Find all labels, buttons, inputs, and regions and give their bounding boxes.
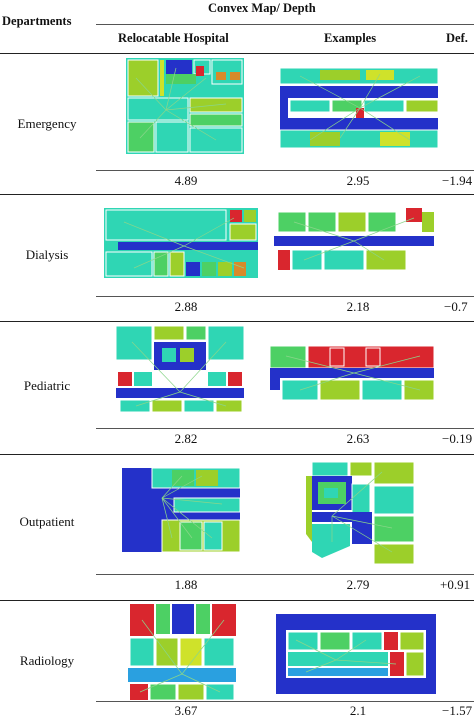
row-pediatric-bottom-rule xyxy=(0,454,474,455)
outpatient-examples-value: 2.79 xyxy=(346,577,370,592)
header-departments: Departments xyxy=(2,14,72,28)
emergency-relocatable-value: 4.89 xyxy=(174,173,198,188)
pediatric-def-value: −0.19 xyxy=(442,431,473,446)
radiology-relocatable-map xyxy=(128,604,236,700)
row-emergency-label: Emergency xyxy=(17,116,77,131)
emergency-examples-value: 2.95 xyxy=(346,173,370,188)
row-dialysis-label: Dialysis xyxy=(25,247,69,262)
dialysis-examples-value: 2.18 xyxy=(346,299,370,314)
radiology-examples-value: 2.1 xyxy=(349,703,367,718)
outpatient-relocatable-value: 1.88 xyxy=(174,577,198,592)
dialysis-relocatable-value: 2.88 xyxy=(174,299,198,314)
header-relocatable-hospital: Relocatable Hospital xyxy=(118,31,229,45)
row-dialysis-values-rule xyxy=(96,296,474,297)
header-def: Def. xyxy=(446,31,468,45)
header-convex-map-depth: Convex Map/ Depth xyxy=(208,1,316,15)
pediatric-examples-value: 2.63 xyxy=(346,431,370,446)
pediatric-relocatable-map xyxy=(116,326,244,414)
dialysis-def-value: −0.7 xyxy=(444,299,468,314)
emergency-relocatable-map xyxy=(126,58,244,154)
row-outpatient-bottom-rule xyxy=(0,600,474,601)
pediatric-relocatable-value: 2.82 xyxy=(174,431,198,446)
header-bottom-rule xyxy=(0,53,474,54)
header-group-rule xyxy=(96,24,474,25)
row-outpatient-label: Outpatient xyxy=(19,514,75,529)
row-dialysis-bottom-rule xyxy=(0,321,474,322)
radiology-examples-map xyxy=(276,614,436,694)
header-examples: Examples xyxy=(324,31,377,45)
dialysis-relocatable-map xyxy=(104,208,258,278)
outpatient-relocatable-map xyxy=(122,468,240,552)
dialysis-examples-map xyxy=(274,208,434,272)
outpatient-examples-map xyxy=(302,462,414,564)
outpatient-def-value: +0.91 xyxy=(440,577,471,592)
row-radiology-label: Radiology xyxy=(19,653,75,668)
radiology-relocatable-value: 3.67 xyxy=(174,703,198,718)
row-pediatric-label: Pediatric xyxy=(23,378,71,393)
row-emergency-values-rule xyxy=(96,170,474,171)
row-outpatient-values-rule xyxy=(96,574,474,575)
pediatric-examples-map xyxy=(270,342,434,404)
emergency-def-value: −1.94 xyxy=(442,173,473,188)
row-emergency-bottom-rule xyxy=(0,194,474,195)
emergency-examples-map xyxy=(280,68,438,148)
row-radiology-values-rule xyxy=(96,701,474,702)
row-pediatric-values-rule xyxy=(96,428,474,429)
radiology-def-value: −1.57 xyxy=(442,703,473,718)
